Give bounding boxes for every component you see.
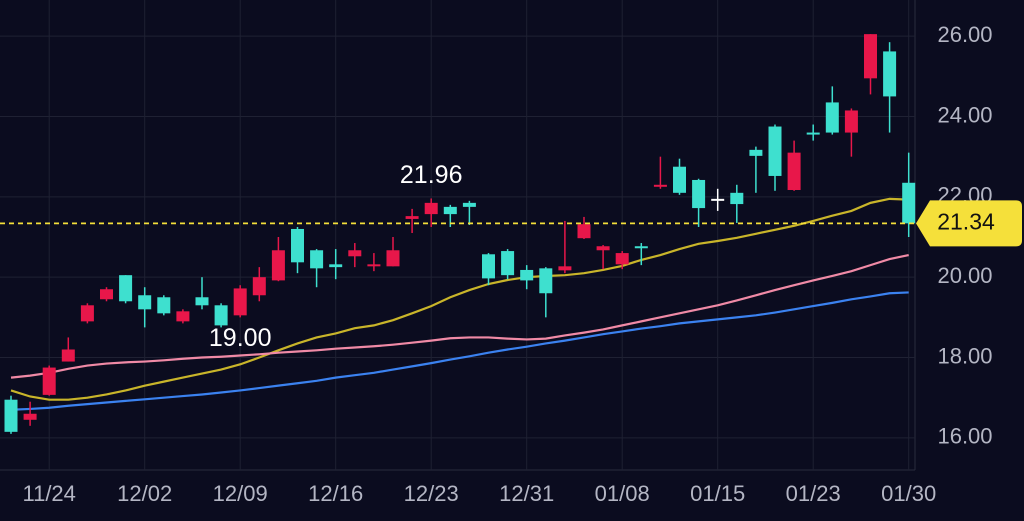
candle-body bbox=[692, 179, 706, 209]
candle-body bbox=[271, 250, 285, 281]
candle-body bbox=[100, 289, 113, 300]
candle-body bbox=[61, 349, 75, 362]
candle-body bbox=[214, 305, 228, 326]
candle-body bbox=[615, 253, 629, 265]
candle-body bbox=[596, 246, 610, 251]
candle-body bbox=[252, 277, 266, 296]
x-tick-label: 12/02 bbox=[117, 481, 172, 506]
y-tick-label: 26.00 bbox=[937, 22, 992, 47]
x-tick-label: 12/16 bbox=[308, 481, 363, 506]
candle-body bbox=[501, 251, 515, 276]
candle-body bbox=[482, 254, 495, 279]
candle-body bbox=[558, 266, 572, 271]
candle-body bbox=[787, 152, 801, 191]
candle-body bbox=[310, 250, 324, 269]
x-tick-label: 01/15 bbox=[690, 481, 745, 506]
candle-body bbox=[443, 206, 457, 215]
candle-body bbox=[424, 202, 438, 215]
candle-body bbox=[864, 34, 877, 79]
candle-body bbox=[844, 110, 858, 133]
candle-body bbox=[386, 250, 400, 267]
candle-body bbox=[138, 295, 152, 310]
x-tick-label: 12/23 bbox=[404, 481, 459, 506]
candle-body bbox=[711, 198, 725, 201]
candle-body bbox=[233, 288, 247, 316]
x-tick-label: 11/24 bbox=[22, 481, 75, 506]
x-tick-label: 01/30 bbox=[881, 481, 936, 506]
x-tick-label: 01/23 bbox=[786, 481, 841, 506]
moving-average-line bbox=[10, 291, 909, 411]
y-tick-label: 18.00 bbox=[937, 343, 992, 368]
candle-body bbox=[730, 192, 744, 205]
candle-body bbox=[329, 264, 343, 268]
candle-body bbox=[291, 228, 304, 263]
x-tick-label: 12/09 bbox=[213, 481, 268, 506]
candle-body bbox=[4, 399, 18, 432]
min-price-label: 19.00 bbox=[209, 324, 272, 352]
candle-body bbox=[825, 102, 839, 133]
candle-body bbox=[42, 367, 56, 395]
moving-average-line bbox=[10, 197, 909, 401]
candle-body bbox=[23, 413, 37, 420]
candle-body bbox=[176, 311, 190, 322]
candle-body bbox=[462, 202, 476, 207]
last-price-tag bbox=[916, 200, 1022, 247]
candle-body bbox=[195, 297, 209, 306]
candle-body bbox=[883, 51, 897, 97]
max-price-label: 21.96 bbox=[400, 161, 463, 189]
moving-average-line bbox=[10, 254, 909, 379]
candle-body bbox=[768, 126, 782, 176]
candle-body bbox=[367, 264, 381, 267]
x-tick-label: 12/31 bbox=[499, 481, 554, 506]
candle-body bbox=[348, 250, 362, 257]
candle-body bbox=[634, 246, 648, 249]
candle-body bbox=[119, 275, 133, 302]
candle-body bbox=[520, 269, 534, 281]
candle-body bbox=[673, 166, 686, 193]
candle-body bbox=[653, 184, 667, 187]
candle-body bbox=[80, 305, 94, 322]
last-price-label: 21.34 bbox=[937, 208, 995, 234]
y-tick-label: 16.00 bbox=[937, 424, 992, 449]
candle-body bbox=[405, 216, 419, 219]
y-tick-label: 24.00 bbox=[937, 102, 992, 127]
x-tick-label: 01/08 bbox=[595, 481, 650, 506]
candle-body bbox=[749, 149, 763, 156]
y-tick-label: 20.00 bbox=[937, 263, 992, 288]
candle-body bbox=[157, 297, 171, 314]
candle-body bbox=[577, 224, 591, 239]
candle-body bbox=[539, 268, 553, 294]
candle-body bbox=[902, 182, 916, 224]
candle-body bbox=[806, 132, 820, 135]
